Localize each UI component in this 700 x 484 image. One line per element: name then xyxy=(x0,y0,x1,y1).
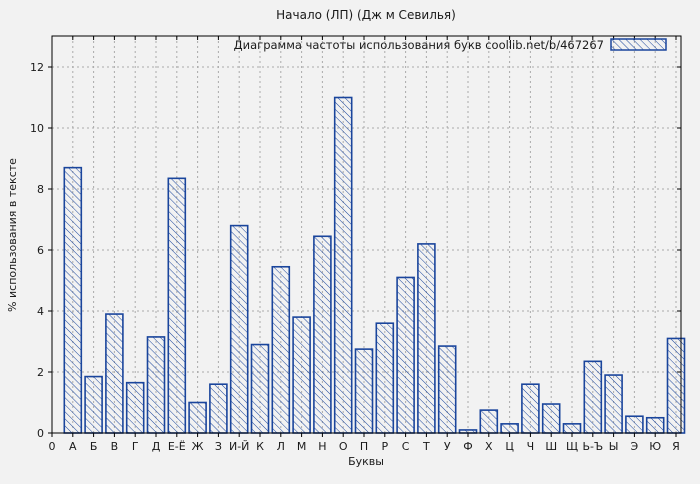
bar-У xyxy=(437,345,457,434)
x-tick-label: Б xyxy=(90,440,98,453)
x-tick-label: Х xyxy=(485,440,493,453)
bar-Д xyxy=(146,336,166,434)
bar-С xyxy=(396,276,415,434)
x-tick-label: 0 xyxy=(49,440,56,453)
bar-Н xyxy=(313,235,332,434)
bar-Т xyxy=(417,243,436,434)
bar-Б xyxy=(84,375,103,434)
y-axis-label: % использования в тексте xyxy=(6,158,19,312)
bar-И-Й xyxy=(229,224,249,434)
bar-Г xyxy=(125,381,145,434)
x-tick-label: А xyxy=(69,440,77,453)
bar-К xyxy=(250,343,270,434)
bar-Я xyxy=(666,337,686,434)
bar-О xyxy=(333,96,353,434)
bar-А xyxy=(63,166,83,434)
y-tick-label: 8 xyxy=(37,183,44,196)
bar-Р xyxy=(375,322,395,434)
bar-series xyxy=(63,96,686,434)
x-tick-label: Ы xyxy=(609,440,619,453)
x-tick-labels: 0 А Б В Г Д Е-Ё Ж З И-Й К Л М Н О П Р С Т У Ф Х Ц Ч Ш Щ Ь-Ъ Ы Э Ю Я xyxy=(49,440,680,453)
x-tick-label: У xyxy=(444,440,451,453)
bar-Ы xyxy=(604,374,623,434)
plot-frame xyxy=(51,35,682,434)
x-tick-label: Н xyxy=(318,440,326,453)
x-tick-label: Ф xyxy=(463,440,472,453)
bar-Э xyxy=(625,415,644,434)
x-tick-label: Г xyxy=(132,440,139,453)
legend-label: Диаграмма частоты использования букв coo… xyxy=(234,38,604,52)
axis-ticks xyxy=(48,36,681,437)
x-tick-label: В xyxy=(111,440,119,453)
bar-Х xyxy=(479,409,499,434)
x-tick-label: Д xyxy=(152,440,161,453)
x-tick-label: П xyxy=(360,440,368,453)
x-tick-label: Ж xyxy=(192,440,204,453)
x-tick-label: Ц xyxy=(505,440,514,453)
x-tick-label: Л xyxy=(277,440,285,453)
y-tick-label: 2 xyxy=(37,366,44,379)
x-tick-label: И-Й xyxy=(229,440,249,453)
y-tick-label: 12 xyxy=(30,61,44,74)
bar-Ц xyxy=(500,423,519,434)
y-tick-label: 6 xyxy=(37,244,44,257)
y-tick-label: 10 xyxy=(30,122,44,135)
x-tick-label: Ч xyxy=(527,440,535,453)
x-tick-label: Ш xyxy=(545,440,557,453)
x-tick-label: С xyxy=(402,440,410,453)
y-tick-labels: 0 2 4 6 8 10 12 xyxy=(30,61,44,440)
bar-Ч xyxy=(521,383,540,434)
x-tick-label: Э xyxy=(631,440,639,453)
y-tick-label: 4 xyxy=(37,305,44,318)
x-tick-label: Т xyxy=(422,440,430,453)
bar-П xyxy=(354,348,374,434)
bar-Ж xyxy=(188,401,207,434)
bar-З xyxy=(209,383,228,434)
x-tick-label: Ь-Ъ xyxy=(582,440,603,453)
y-tick-label: 0 xyxy=(37,427,44,440)
x-tick-label: Щ xyxy=(566,440,578,453)
bar-Ь-Ъ xyxy=(583,360,603,434)
bar-Ю xyxy=(645,416,665,434)
x-tick-label: К xyxy=(256,440,264,453)
bar-Л xyxy=(271,265,291,434)
bar-М xyxy=(292,316,311,434)
x-tick-label: Я xyxy=(672,440,680,453)
x-axis-label: Буквы xyxy=(348,455,384,468)
bar-Ш xyxy=(541,403,561,434)
legend-swatch-icon xyxy=(610,38,667,51)
x-tick-label: Е-Ё xyxy=(168,440,186,453)
x-tick-label: О xyxy=(339,440,348,453)
bar-Щ xyxy=(562,423,582,434)
x-tick-label: З xyxy=(215,440,222,453)
x-tick-label: Ю xyxy=(649,440,661,453)
chart-title: Начало (ЛП) (Дж м Севилья) xyxy=(276,8,456,22)
bar-В xyxy=(105,313,124,434)
x-tick-label: М xyxy=(297,440,307,453)
x-tick-label: Р xyxy=(381,440,388,453)
bar-Е-Ё xyxy=(167,177,187,434)
